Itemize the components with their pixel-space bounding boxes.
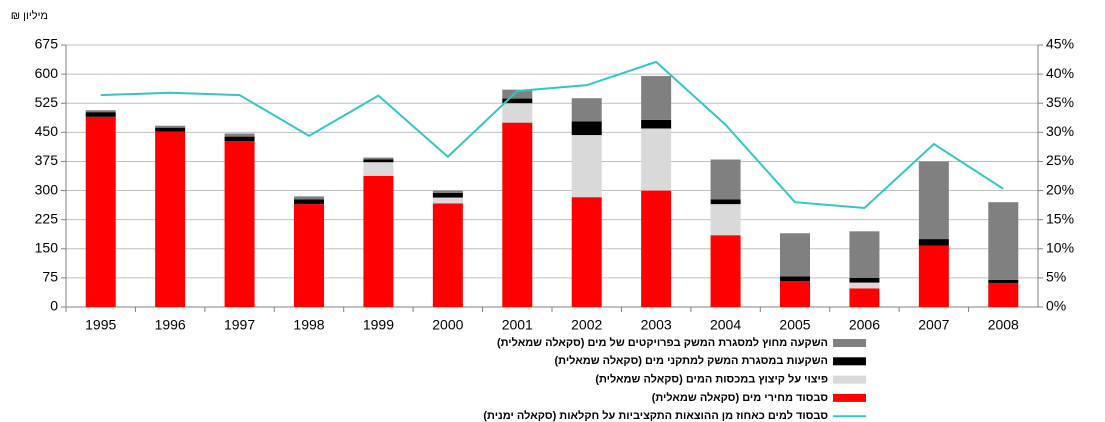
y-tick-label: 150 [35, 239, 59, 255]
bar-segment [849, 288, 880, 307]
bar-segment [432, 203, 463, 307]
y-tick-label: 300 [35, 181, 59, 197]
bar-segment [294, 204, 324, 307]
y2-tick-label: 35% [1046, 94, 1074, 110]
y-tick-label: 0 [50, 298, 58, 314]
bar-segment [710, 159, 741, 200]
bar-segment [155, 125, 186, 128]
y2-tick-label: 25% [1046, 152, 1074, 168]
y2-tick-label: 20% [1046, 181, 1074, 197]
y2-tick-label: 30% [1046, 123, 1074, 139]
bar-segment [918, 245, 949, 307]
legend-label: סבסוד למים כאחוז מן ההוצאות התקציביות על… [483, 409, 828, 422]
bar-segment [849, 277, 880, 283]
bar-segment [641, 128, 672, 191]
bar-segment [571, 98, 602, 122]
bar-segment [432, 190, 463, 193]
bar-segment [294, 196, 324, 200]
x-tick-label: 2005 [779, 317, 810, 333]
y-tick-label: 600 [35, 65, 59, 81]
x-tick-label: 2006 [849, 317, 880, 333]
bar-segment [571, 197, 602, 307]
bar-segment [849, 231, 880, 278]
legend-label: פיצוי על קיצוץ במכסות המים (סקאלה שמאלית… [595, 373, 828, 386]
bar-segment [571, 135, 602, 198]
bar-segment [432, 192, 463, 198]
bar-segment [988, 282, 1019, 307]
legend-swatch [833, 357, 866, 366]
legend-swatch [833, 339, 866, 347]
bar-segment [780, 280, 810, 307]
bar-segment [918, 239, 949, 246]
line-series [100, 60, 1004, 210]
bar-segment [710, 235, 741, 307]
bar-segment [224, 133, 255, 137]
x-tick-label: 1997 [224, 317, 255, 333]
y-tick-label: 525 [35, 94, 59, 110]
x-tick-label: 1998 [293, 317, 324, 333]
bar-segment [85, 110, 116, 113]
y-unit-label: מיליון ₪ [11, 9, 48, 22]
legend-label: השקעה מחוץ למסגרת המשק בפרויקטים של מים … [497, 336, 828, 349]
y2-tick-label: 40% [1046, 65, 1074, 81]
bar-segment [502, 122, 533, 307]
x-tick-label: 2001 [502, 317, 533, 333]
bar-segment [363, 159, 394, 163]
x-tick-label: 2003 [641, 317, 672, 333]
y-tick-label: 75 [42, 269, 58, 285]
bar-segment [294, 199, 324, 205]
x-tick-label: 2008 [988, 317, 1019, 333]
bar-segment [641, 190, 672, 307]
y2-tick-label: 0% [1046, 298, 1066, 314]
x-tick-label: 2000 [432, 317, 463, 333]
bar-segment [502, 103, 533, 123]
x-tick-label: 1999 [363, 317, 394, 333]
bar-segment [780, 276, 810, 281]
bar-segment [710, 204, 741, 236]
y-tick-label: 450 [35, 123, 59, 139]
bar-segment [363, 162, 394, 176]
bar-segment [224, 136, 255, 142]
legend-label: סבסוד מחירי מים (סקאלה שמאלית) [652, 391, 829, 404]
legend-swatch [833, 393, 866, 402]
bar-segment [85, 116, 116, 308]
bar-segment [641, 119, 672, 129]
y-tick-label: 225 [35, 210, 59, 226]
bar-segment [918, 161, 949, 240]
bar-segment [641, 76, 672, 120]
bar-segment [85, 112, 116, 117]
bar-segment [780, 233, 810, 277]
legend-swatch [833, 375, 866, 384]
bar-segment [363, 175, 394, 307]
bar-segment [363, 157, 394, 160]
legend-label: השקעות במסגרת המשק למתקני מים (סקאלה שמא… [555, 354, 828, 367]
bar-segment [502, 98, 533, 104]
bar-segment [988, 202, 1019, 280]
bar-segment [224, 141, 255, 307]
bar-segment [710, 199, 741, 205]
y-tick-label: 375 [35, 152, 59, 168]
bar-segment [155, 127, 186, 132]
x-tick-label: 1996 [155, 317, 186, 333]
y2-tick-label: 10% [1046, 239, 1074, 255]
bar-segment [502, 89, 533, 99]
y2-tick-label: 5% [1046, 269, 1066, 285]
bar-segment [988, 279, 1019, 283]
y2-tick-label: 45% [1046, 36, 1074, 52]
y-tick-label: 675 [35, 36, 59, 52]
x-tick-label: 2002 [571, 317, 602, 333]
x-tick-label: 2004 [710, 317, 741, 333]
bar-segment [155, 131, 186, 307]
bar-segment [571, 121, 602, 136]
x-tick-label: 1995 [85, 317, 116, 333]
x-tick-label: 2007 [918, 317, 949, 333]
bar-segment [432, 197, 463, 204]
y2-tick-label: 15% [1046, 210, 1074, 226]
bar-segment [849, 282, 880, 289]
